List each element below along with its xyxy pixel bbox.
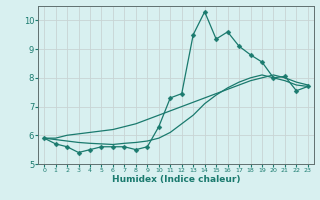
- X-axis label: Humidex (Indice chaleur): Humidex (Indice chaleur): [112, 175, 240, 184]
